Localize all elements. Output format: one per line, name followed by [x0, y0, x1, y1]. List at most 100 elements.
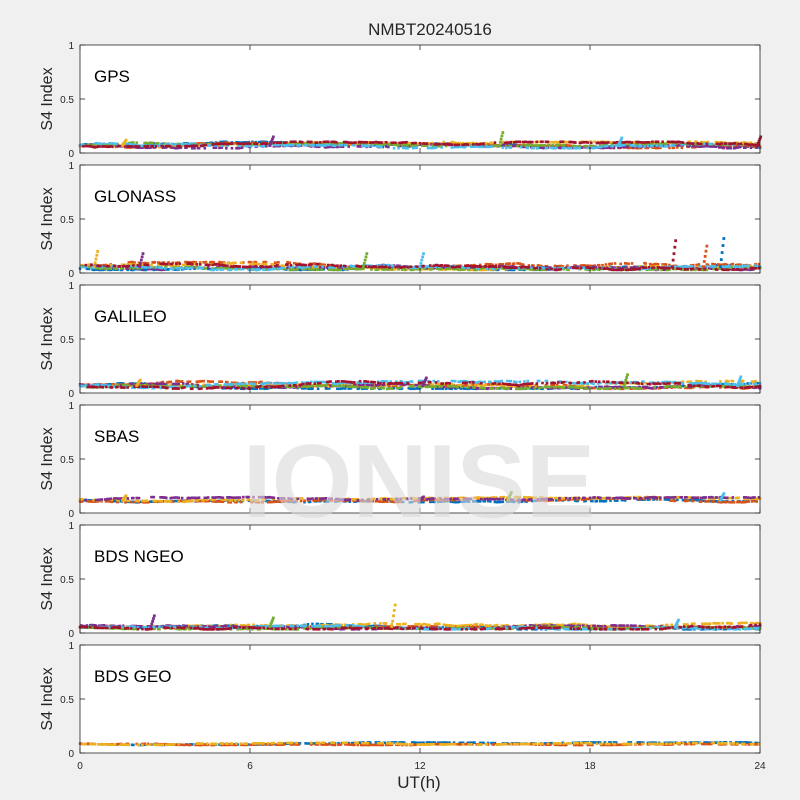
- data-point: [626, 145, 629, 149]
- data-point: [427, 146, 431, 150]
- data-point: [621, 145, 625, 149]
- data-point: [755, 144, 759, 147]
- data-point: [451, 141, 455, 144]
- data-point: [729, 145, 732, 148]
- data-point: [270, 139, 274, 143]
- data-point: [90, 145, 93, 148]
- data-point: [625, 262, 628, 265]
- data-point: [509, 143, 513, 146]
- data-point: [337, 268, 340, 272]
- data-point: [209, 144, 212, 147]
- y-tick-label: 0: [68, 149, 74, 160]
- data-point: [177, 264, 180, 267]
- data-point: [302, 266, 305, 269]
- data-point: [691, 263, 695, 267]
- data-point: [265, 265, 269, 269]
- data-point: [269, 265, 272, 268]
- data-point: [183, 263, 186, 267]
- data-point: [336, 387, 339, 391]
- data-point: [626, 140, 629, 144]
- data-point: [404, 144, 407, 147]
- data-point: [359, 267, 363, 271]
- data-point: [500, 134, 504, 138]
- data-point: [719, 258, 723, 261]
- data-point: [741, 265, 745, 268]
- data-point: [704, 249, 708, 253]
- data-point: [402, 146, 406, 150]
- data-point: [644, 266, 647, 269]
- data-point: [715, 268, 719, 271]
- data-point: [308, 387, 312, 391]
- data-point: [321, 265, 324, 268]
- data-point: [713, 263, 717, 266]
- data-point: [662, 142, 666, 145]
- data-point: [588, 144, 592, 148]
- data-point: [647, 386, 651, 390]
- data-point: [99, 268, 102, 272]
- data-point: [574, 145, 577, 148]
- data-point: [597, 145, 601, 149]
- data-point: [609, 146, 612, 150]
- data-point: [725, 144, 729, 148]
- data-point: [217, 266, 220, 270]
- data-point: [557, 143, 560, 147]
- data-point: [679, 265, 683, 269]
- data-point: [206, 144, 210, 147]
- data-point: [308, 268, 312, 271]
- data-point: [134, 265, 137, 269]
- y-tick-label: 1: [68, 41, 74, 52]
- data-point: [560, 143, 564, 147]
- data-point: [647, 265, 651, 269]
- data-point: [429, 264, 432, 267]
- chart-title: NMBT20240516: [368, 20, 492, 39]
- data-point: [195, 263, 199, 266]
- data-point: [177, 142, 180, 146]
- data-point: [187, 266, 191, 270]
- data-point: [706, 263, 710, 267]
- data-point: [433, 142, 437, 146]
- data-point: [475, 143, 479, 146]
- data-point: [749, 141, 753, 145]
- data-point: [390, 268, 394, 271]
- data-point: [754, 379, 757, 383]
- data-point: [146, 267, 150, 271]
- data-point: [160, 266, 163, 270]
- data-point: [482, 142, 485, 146]
- data-point: [355, 268, 358, 271]
- data-point: [582, 141, 585, 144]
- data-point: [744, 146, 747, 149]
- data-point: [240, 261, 244, 265]
- data-point: [236, 142, 239, 145]
- data-point: [227, 268, 230, 272]
- data-point: [99, 264, 102, 268]
- data-point: [191, 266, 194, 270]
- data-point: [721, 244, 725, 247]
- data-point: [273, 267, 277, 271]
- data-point: [644, 385, 647, 389]
- data-point: [707, 266, 711, 270]
- data-point: [689, 142, 693, 145]
- data-point: [141, 252, 145, 256]
- data-point: [128, 262, 132, 266]
- data-point: [541, 140, 544, 144]
- data-point: [332, 142, 336, 146]
- data-point: [238, 265, 242, 268]
- data-point: [697, 263, 701, 266]
- data-point: [87, 144, 91, 148]
- data-point: [695, 140, 698, 144]
- data-point: [737, 268, 740, 271]
- data-point: [268, 144, 272, 147]
- data-point: [110, 145, 114, 148]
- data-point: [164, 265, 168, 268]
- data-point: [214, 144, 218, 147]
- data-point: [181, 144, 185, 148]
- data-point: [510, 266, 514, 270]
- data-point: [585, 144, 588, 148]
- data-point: [226, 144, 229, 147]
- data-point: [357, 265, 361, 268]
- data-point: [450, 146, 454, 149]
- data-point: [644, 381, 647, 385]
- data-point: [138, 268, 142, 271]
- data-point: [361, 144, 364, 147]
